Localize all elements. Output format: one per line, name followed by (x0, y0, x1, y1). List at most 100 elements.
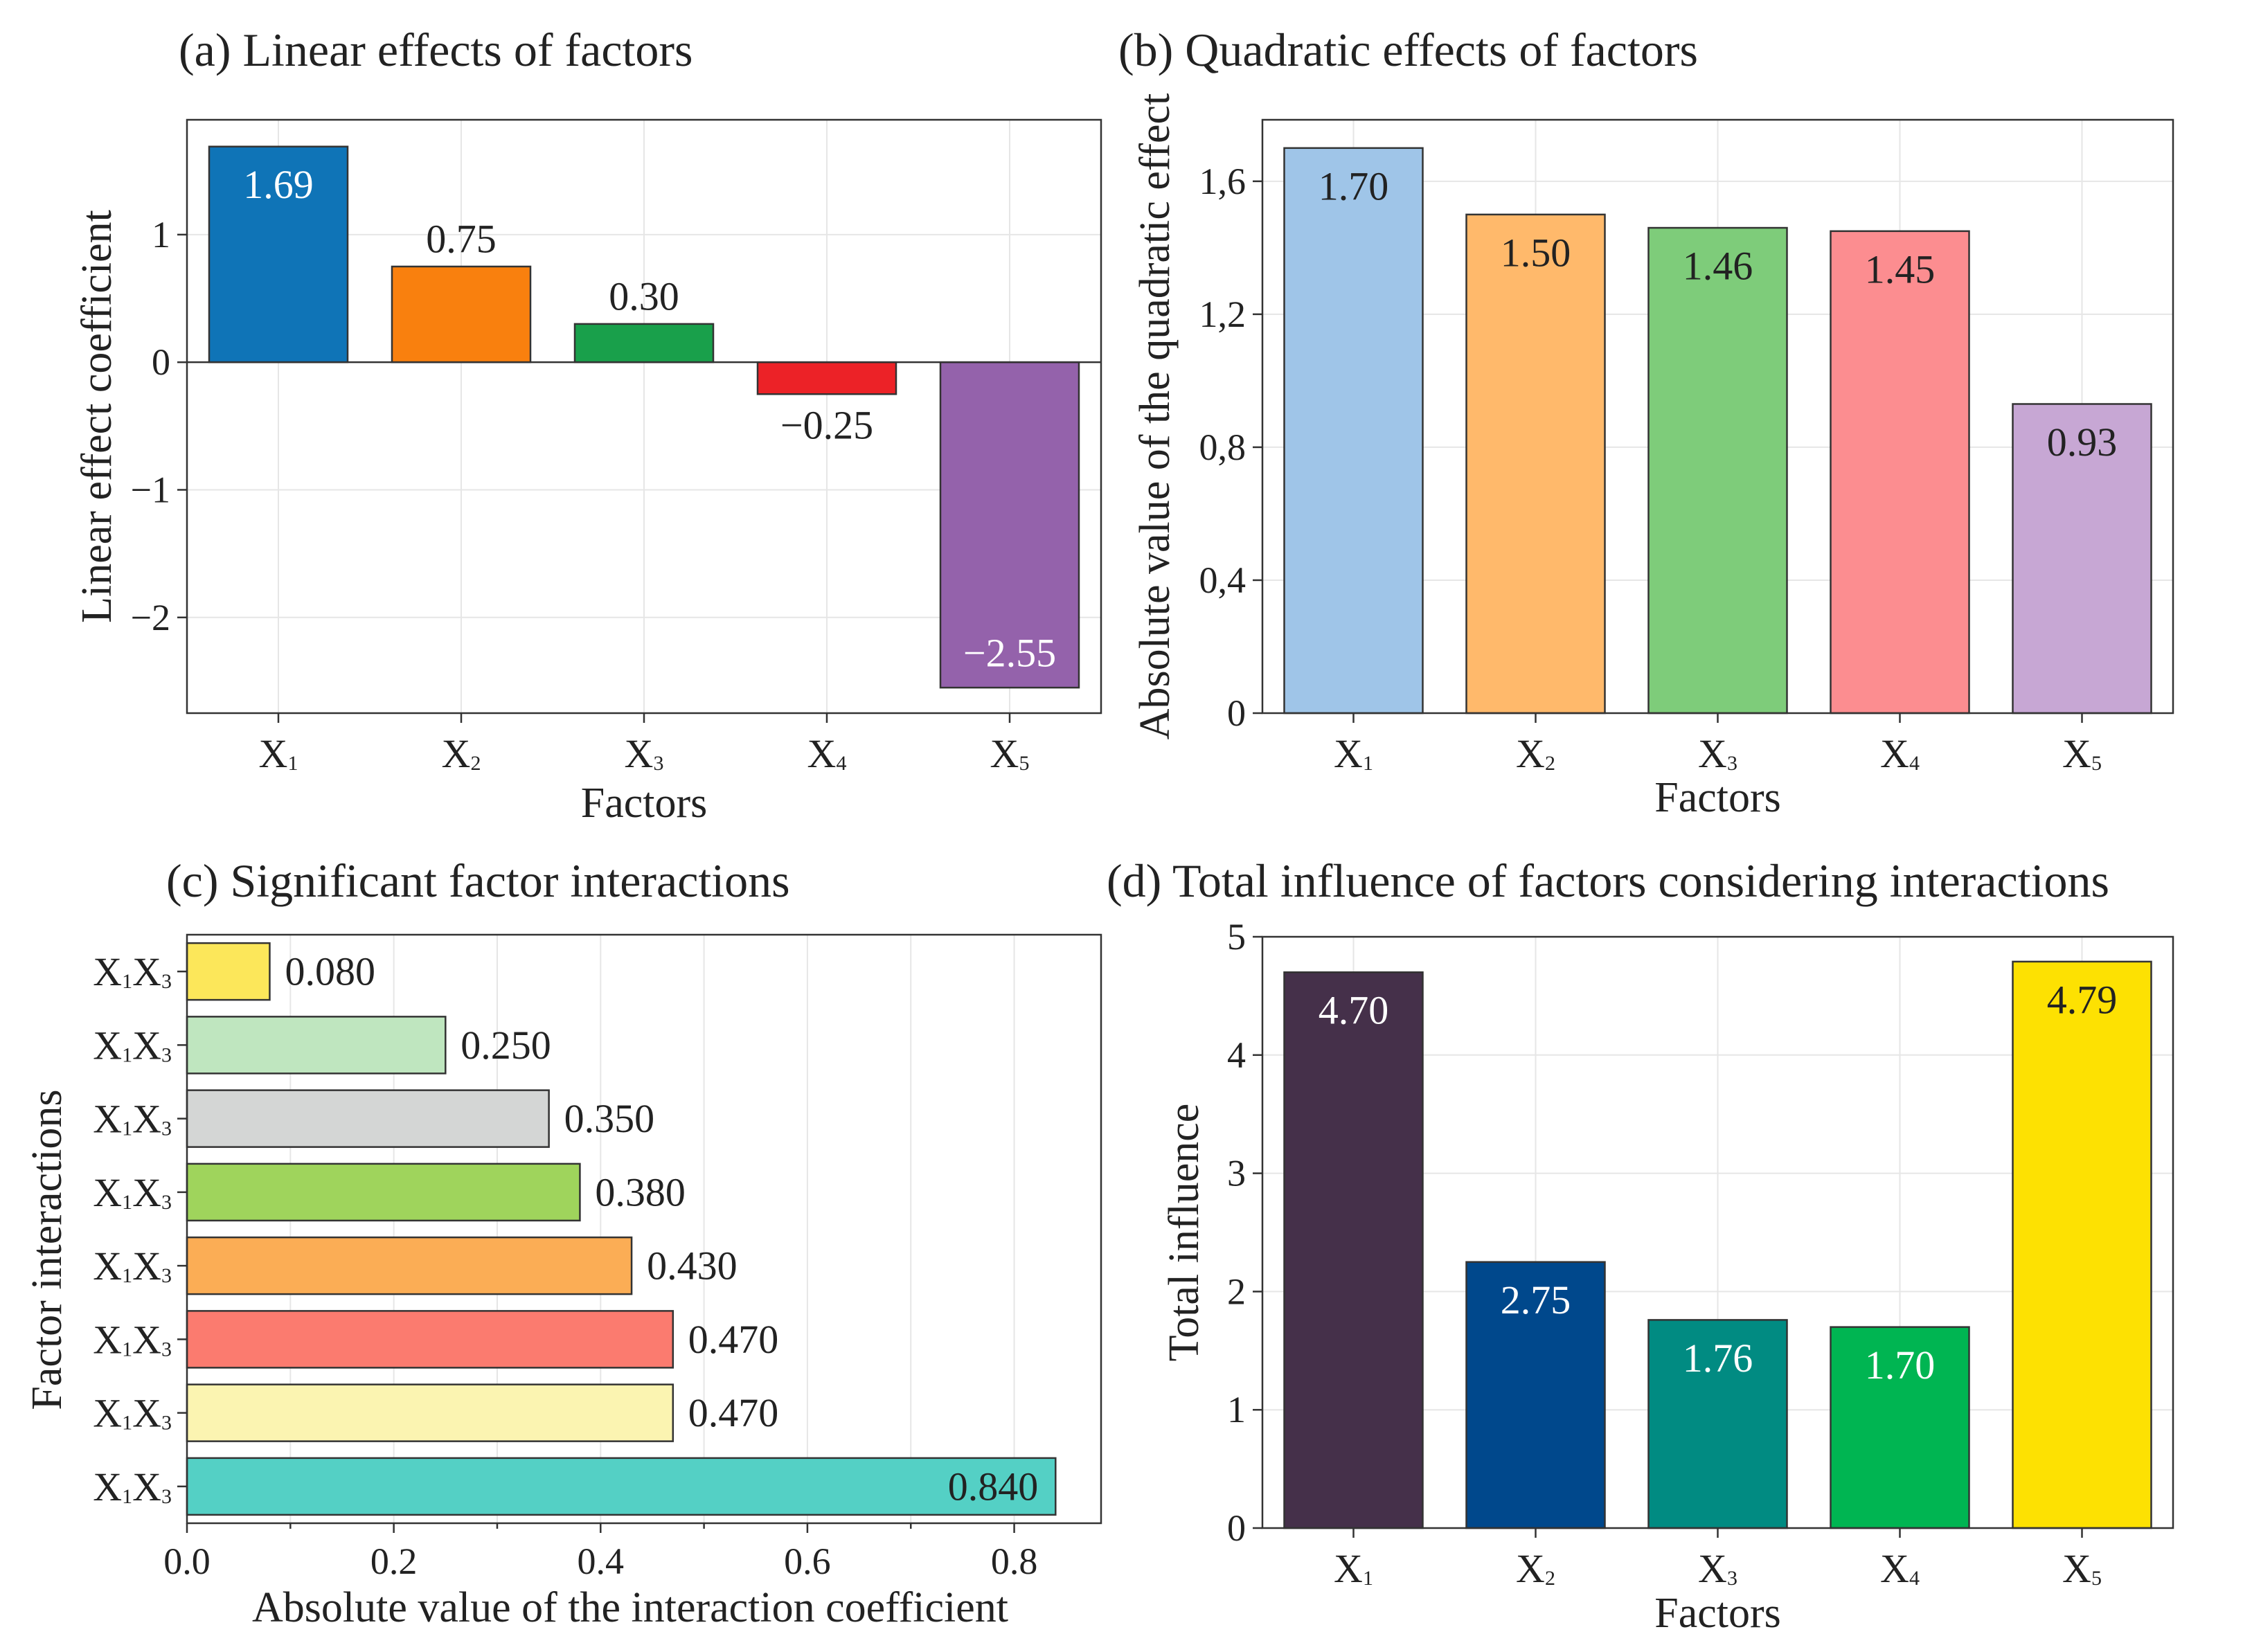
y-tick-label: 1,6 (1199, 161, 1246, 202)
x-axis-label: Factors (1654, 1590, 1781, 1637)
bar (1465, 1261, 1606, 1529)
y-tick-label: −2 (131, 597, 170, 638)
bar (2012, 960, 2152, 1529)
value-label: −2.55 (963, 631, 1056, 676)
y-tick-label: 3 (1227, 1153, 1246, 1194)
x-tick-label: 0.8 (991, 1541, 1038, 1582)
panel-d-total-influence: (d) Total influence of factors consideri… (1107, 854, 2174, 1637)
y-axis-label: Linear effect coefficient (73, 210, 120, 623)
y-tick-label: 0,4 (1199, 559, 1246, 601)
x-tick-label: X5 (990, 731, 1030, 776)
x-tick-label: X4 (1880, 1546, 1920, 1591)
y-tick-label: 2 (1227, 1271, 1246, 1312)
chart-title: (b) Quadratic effects of factors (1118, 24, 1698, 76)
x-axis-label: Factors (581, 780, 708, 827)
value-label: 0.430 (647, 1244, 738, 1289)
y-tick-label: 0 (1227, 692, 1246, 734)
x-tick-label: X2 (1516, 1546, 1555, 1591)
panel-c-factor-interactions: (c) Significant factor interactions 0.080… (24, 854, 1102, 1631)
value-label: 1.45 (1865, 246, 1936, 291)
bar (756, 361, 897, 395)
x-tick-label: X1 (1334, 731, 1373, 776)
x-tick-label: X1 (1334, 1546, 1373, 1591)
value-label: 0.93 (2047, 420, 2118, 465)
y-tick-label: X1X3 (93, 1464, 172, 1509)
value-label: 1.70 (1319, 163, 1389, 208)
y-axis-label: Factor interactions (24, 1089, 71, 1410)
y-tick-label: X1X3 (93, 1169, 172, 1214)
x-tick-label: 0.6 (784, 1541, 831, 1582)
value-label: 2.75 (1501, 1277, 1571, 1322)
value-label: 0.380 (595, 1169, 686, 1214)
bar (1647, 226, 1788, 715)
value-label: 1.70 (1865, 1343, 1936, 1388)
value-label: 1.50 (1501, 230, 1571, 275)
chart-title: (d) Total influence of factors consideri… (1107, 854, 2109, 907)
x-tick-label: X2 (1516, 731, 1555, 776)
y-tick-label: X1X3 (93, 1317, 172, 1362)
y-tick-label: 1,2 (1199, 294, 1246, 335)
y-tick-label: 0 (1227, 1507, 1246, 1549)
value-label: 4.79 (2047, 977, 2118, 1022)
bar (573, 323, 715, 363)
value-label: 0.080 (285, 949, 375, 994)
y-tick-label: 4 (1227, 1034, 1246, 1076)
value-label: −0.25 (780, 403, 873, 448)
x-tick-label: X5 (2062, 731, 2102, 776)
y-tick-label: X1X3 (93, 1096, 172, 1141)
bar (1283, 971, 1424, 1529)
value-label: 0.470 (688, 1390, 779, 1435)
bar (1647, 1319, 1788, 1529)
bar (186, 1310, 674, 1369)
x-axis-label: Absolute value of the interaction coeffi… (252, 1584, 1008, 1631)
panel-b-quadratic-effects: (b) Quadratic effects of factors 1.70 1.50… (1118, 24, 2174, 821)
y-tick-label: X1X3 (93, 1390, 172, 1435)
x-tick-label: 0.0 (163, 1541, 211, 1582)
value-label: 0.840 (948, 1464, 1039, 1509)
x-tick-label: X2 (442, 731, 481, 776)
panel-a-linear-effects: (a) Linear effects of factors 1.69 0.75 0.3… (73, 24, 1102, 827)
y-tick-label: X1X3 (93, 949, 172, 994)
value-label: 0.350 (564, 1096, 655, 1141)
value-label: 0.250 (461, 1023, 551, 1068)
x-tick-label: 0.4 (578, 1541, 625, 1582)
bar (186, 1457, 1057, 1516)
value-label: 0.30 (609, 273, 679, 318)
y-axis-label: Total influence (1161, 1104, 1208, 1362)
value-label: 0.75 (426, 216, 497, 261)
bar (186, 942, 271, 1001)
x-tick-label: X4 (1880, 731, 1920, 776)
bar (1465, 213, 1606, 715)
bar (186, 1162, 581, 1222)
value-label: 1.69 (243, 162, 314, 207)
y-tick-label: X1X3 (93, 1023, 172, 1068)
x-tick-label: X4 (807, 731, 847, 776)
bar (186, 1016, 447, 1075)
plot-frame (186, 933, 1102, 1525)
bar (939, 361, 1080, 689)
bar (186, 1383, 674, 1442)
y-tick-label: 0 (152, 341, 170, 383)
y-axis-label: Absolute value of the quadratic effect (1132, 93, 1179, 740)
x-axis-label: Factors (1654, 774, 1781, 821)
bar (208, 145, 349, 363)
chart-title: (c) Significant factor interactions (166, 854, 790, 907)
x-tick-label: X5 (2062, 1546, 2102, 1591)
value-label: 1.46 (1683, 244, 1753, 289)
bar (1283, 147, 1424, 715)
bar (186, 1236, 633, 1295)
y-tick-label: 0,8 (1199, 427, 1246, 468)
y-tick-label: 5 (1227, 916, 1246, 958)
value-label: 4.70 (1319, 988, 1389, 1033)
x-tick-label: X3 (625, 731, 664, 776)
bar (186, 1089, 550, 1148)
x-tick-label: 0.2 (370, 1541, 418, 1582)
y-tick-label: −1 (131, 469, 170, 510)
y-tick-label: X1X3 (93, 1244, 172, 1289)
x-tick-label: X3 (1698, 1546, 1737, 1591)
value-label: 1.76 (1683, 1336, 1753, 1381)
bar (391, 265, 532, 363)
value-label: 0.470 (688, 1317, 779, 1362)
x-tick-label: X3 (1698, 731, 1737, 776)
